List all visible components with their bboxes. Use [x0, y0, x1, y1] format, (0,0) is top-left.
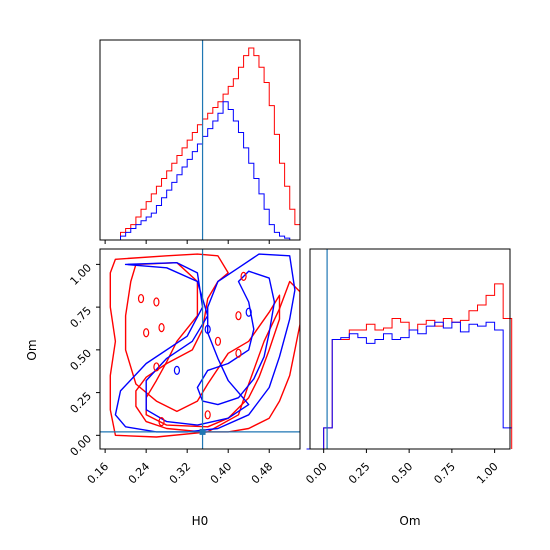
contour-island-3 [158, 323, 165, 333]
tick-label-x-om-4: 1.00 [474, 460, 501, 487]
tick-label-x-h0-4: 0.48 [249, 460, 276, 487]
tick-label-x-h0-2: 0.32 [167, 460, 194, 487]
tick-label-x-om-1: 0.25 [346, 460, 373, 487]
contour-island-12 [204, 324, 211, 334]
contour-group [109, 253, 300, 438]
contour-island-0 [137, 293, 145, 304]
contour-island-13 [245, 307, 252, 317]
tick-label-x-h0-1: 0.24 [126, 460, 153, 487]
contour-island-6 [240, 271, 247, 281]
contour-blue-0 [114, 253, 296, 433]
contour-island-2 [143, 328, 150, 338]
contour-red-1 [124, 262, 281, 428]
tick-label-y-om-1: 0.25 [68, 390, 95, 417]
tick-label-x-om-2: 0.50 [389, 460, 416, 487]
contour-island-7 [235, 311, 242, 321]
contour-red-0 [109, 253, 300, 438]
contour-island-9 [214, 336, 222, 346]
panel-frame-top-left [99, 39, 301, 241]
tick-label-x-h0-3: 0.40 [208, 460, 235, 487]
tick-label-x-h0-0: 0.16 [85, 460, 112, 487]
x-axis-label-om: Om [399, 514, 420, 528]
tick-label-y-om-3: 0.75 [68, 304, 95, 331]
tick-label-x-om-3: 0.75 [431, 460, 458, 487]
contour-island-4 [153, 362, 160, 372]
om-histogram-blue [306, 321, 512, 450]
tick-label-y-om-4: 1.00 [68, 261, 95, 288]
contour-island-1 [153, 297, 160, 307]
om-histogram-red [306, 283, 513, 450]
h0-histogram-red [100, 47, 301, 241]
contour-blue-1 [196, 270, 276, 406]
y-axis-label-om: Om [25, 339, 39, 360]
x-axis-label-h0: H0 [192, 514, 209, 528]
contour-island-11 [173, 365, 181, 375]
panel-frame-bottom-right [309, 248, 511, 450]
tick-label-y-om-0: 0.00 [68, 432, 95, 459]
tick-label-x-om-0: 0.00 [303, 460, 330, 487]
panel-frame-bottom-left [99, 248, 301, 450]
panel-h0-histogram [99, 39, 301, 244]
panel-om-histogram: 0.00 0.25 0.50 0.75 1.00 [303, 248, 513, 487]
panel-h0-om-contours: 0.16 0.24 0.32 0.40 0.48 0.00 0.25 0.50 0.75 1.00 [68, 248, 301, 487]
h0-histogram-blue [100, 101, 300, 241]
contour-island-10 [204, 410, 211, 420]
contour-island-5 [158, 417, 165, 427]
contour-island-8 [235, 348, 242, 358]
truth-marker [199, 428, 206, 435]
tick-label-y-om-2: 0.50 [68, 347, 95, 374]
